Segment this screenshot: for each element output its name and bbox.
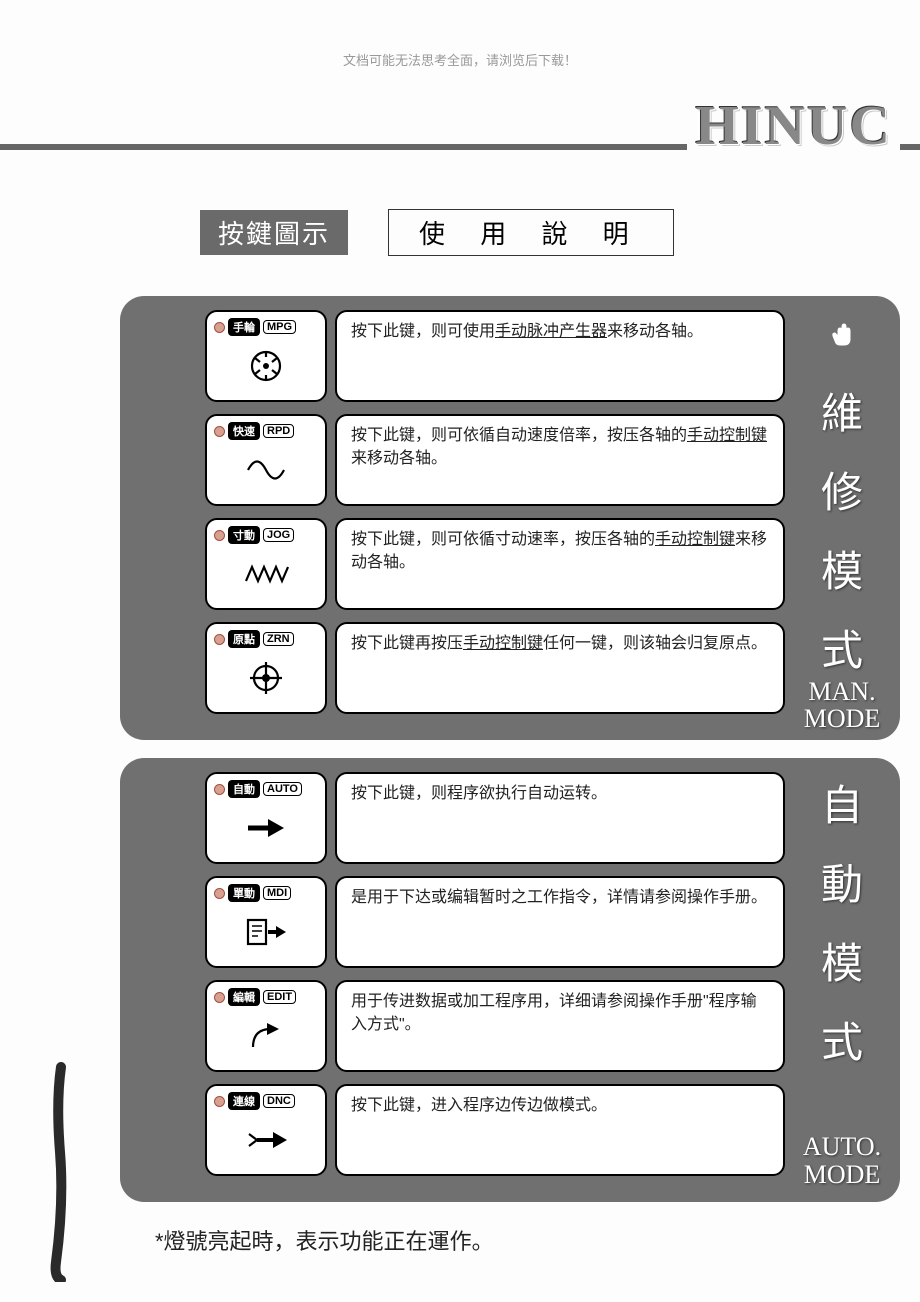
side-en-label: MAN.MODE: [804, 678, 881, 733]
key-description: 按下此键，则可依循寸动速率，按压各轴的手动控制键来移动各轴。: [335, 518, 785, 610]
key-description: 是用于下达或编辑暂时之工作指令，详情请参阅操作手册。: [335, 876, 785, 968]
side-cn-char: 動: [821, 851, 863, 912]
key-button[interactable]: 編輯EDIT: [205, 980, 327, 1072]
side-cn-char: 模: [821, 930, 863, 991]
key-button[interactable]: 單動MDI: [205, 876, 327, 968]
sine-icon: [214, 440, 318, 498]
led-icon: [214, 426, 225, 437]
key-label-en: ZRN: [263, 632, 294, 646]
side-cn-char: 式: [821, 617, 863, 678]
key-label-cn: 原點: [228, 630, 260, 648]
key-label-cn: 快速: [228, 422, 260, 440]
hand-icon: [828, 310, 856, 358]
key-description: 按下此键，进入程序边传边做模式。: [335, 1084, 785, 1176]
led-icon: [214, 322, 225, 333]
arrow-curve-icon: [214, 1006, 318, 1064]
side-label: 自動模式 AUTO.MODE: [792, 772, 892, 1188]
key-label-en: JOG: [263, 528, 294, 542]
key-label-en: EDIT: [263, 990, 296, 1004]
side-cn-char: 式: [821, 1009, 863, 1070]
side-cn-char: 修: [821, 459, 863, 520]
brush-decoration: [46, 1062, 76, 1282]
footnote: *燈號亮起時，表示功能正在運作。: [155, 1224, 920, 1256]
key-row: 單動MDI是用于下达或编辑暂时之工作指令，详情请参阅操作手册。: [205, 876, 785, 968]
side-label: 維修模式MAN.MODE: [792, 310, 892, 726]
side-en-label: AUTO.MODE: [803, 1133, 881, 1188]
led-icon: [214, 888, 225, 899]
key-row: 手輪MPG按下此键，则可使用手动脉冲产生器来移动各轴。: [205, 310, 785, 402]
title-right: 使 用 說 明: [388, 209, 674, 256]
side-cn-char: 模: [821, 538, 863, 599]
led-icon: [214, 1096, 225, 1107]
key-label-cn: 編輯: [228, 988, 260, 1006]
key-button[interactable]: 快速RPD: [205, 414, 327, 506]
page-arrow-icon: [214, 902, 318, 960]
led-icon: [214, 634, 225, 645]
key-label-en: MPG: [263, 320, 296, 334]
key-description: 按下此键，则程序欲执行自动运转。: [335, 772, 785, 864]
led-icon: [214, 992, 225, 1003]
key-label-cn: 自動: [228, 780, 260, 798]
key-label-cn: 寸動: [228, 526, 260, 544]
mode-panel: 手輪MPG按下此键，则可使用手动脉冲产生器来移动各轴。快速RPD按下此键，则可依…: [120, 296, 900, 740]
header: HINUC: [0, 99, 920, 159]
top-note: 文档可能无法思考全面，请浏览后下载！: [0, 0, 920, 69]
title-left: 按鍵圖示: [200, 210, 348, 255]
key-button[interactable]: 連線DNC: [205, 1084, 327, 1176]
key-description: 按下此键再按压手动控制键任何一键，则该轴会归复原点。: [335, 622, 785, 714]
key-description: 按下此键，则可使用手动脉冲产生器来移动各轴。: [335, 310, 785, 402]
key-button[interactable]: 寸動JOG: [205, 518, 327, 610]
key-label-en: MDI: [263, 886, 291, 900]
zigzag-icon: [214, 544, 318, 602]
key-label-cn: 單動: [228, 884, 260, 902]
side-cn-char: 維: [821, 380, 863, 441]
key-label-en: RPD: [263, 424, 294, 438]
key-row: 原點ZRN按下此键再按压手动控制键任何一键，则该轴会归复原点。: [205, 622, 785, 714]
key-label-cn: 連線: [228, 1092, 260, 1110]
key-button[interactable]: 手輪MPG: [205, 310, 327, 402]
logo: HINUC: [687, 94, 900, 158]
key-row: 快速RPD按下此键，则可依循自动速度倍率，按压各轴的手动控制键来移动各轴。: [205, 414, 785, 506]
led-icon: [214, 784, 225, 795]
mode-panel: 自動AUTO按下此键，则程序欲执行自动运转。單動MDI是用于下达或编辑暂时之工作…: [120, 758, 900, 1202]
led-icon: [214, 530, 225, 541]
key-description: 用于传进数据或加工程序用，详细请参阅操作手册"程序输入方式"。: [335, 980, 785, 1072]
key-label-en: DNC: [263, 1094, 295, 1108]
title-row: 按鍵圖示 使 用 說 明: [200, 209, 920, 256]
key-label-en: AUTO: [263, 782, 302, 796]
key-row: 連線DNC按下此键，进入程序边传边做模式。: [205, 1084, 785, 1176]
key-row: 寸動JOG按下此键，则可依循寸动速率，按压各轴的手动控制键来移动各轴。: [205, 518, 785, 610]
key-label-cn: 手輪: [228, 318, 260, 336]
key-row: 編輯EDIT用于传进数据或加工程序用，详细请参阅操作手册"程序输入方式"。: [205, 980, 785, 1072]
arrow-solid-icon: [214, 798, 318, 856]
key-button[interactable]: 自動AUTO: [205, 772, 327, 864]
key-button[interactable]: 原點ZRN: [205, 622, 327, 714]
wheel-icon: [214, 336, 318, 394]
side-cn-char: 自: [821, 772, 863, 833]
arrow-tail-icon: [214, 1110, 318, 1168]
crosshair-icon: [214, 648, 318, 706]
key-description: 按下此键，则可依循自动速度倍率，按压各轴的手动控制键来移动各轴。: [335, 414, 785, 506]
key-row: 自動AUTO按下此键，则程序欲执行自动运转。: [205, 772, 785, 864]
